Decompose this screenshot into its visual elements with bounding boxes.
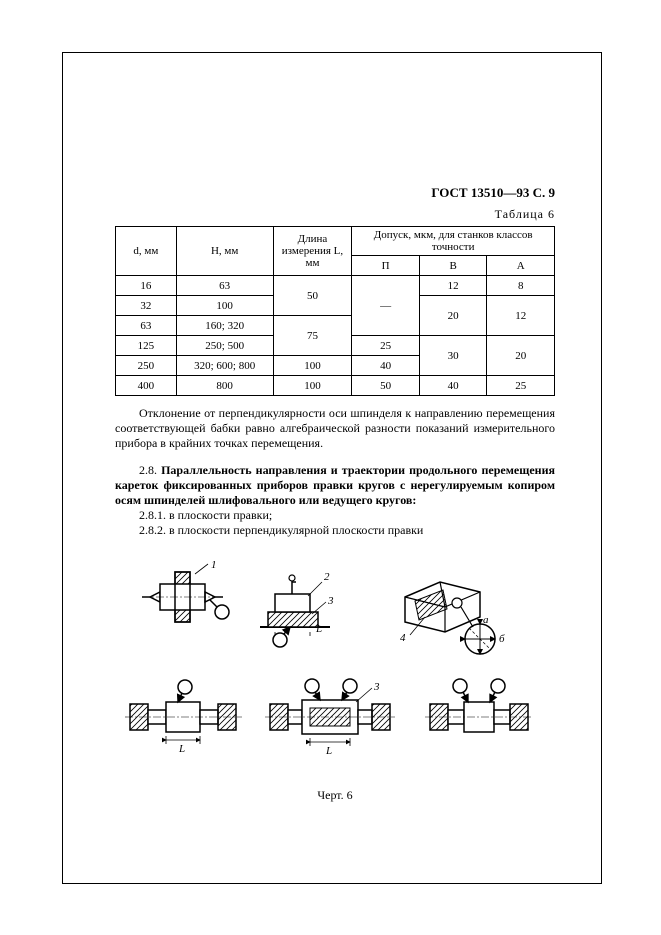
paragraph-perpendicularity: Отклонение от перпендикулярности оси шпи…: [115, 406, 555, 451]
label-b: б: [499, 633, 505, 645]
col-l-header: Длина измерения L, мм: [273, 227, 352, 276]
view-top-right: 4 а б: [400, 582, 505, 654]
view-bottom-left: L: [125, 680, 242, 755]
col-h-header: H, мм: [176, 227, 273, 276]
label-4: 4: [400, 632, 406, 644]
label-2: 2: [324, 571, 330, 583]
figure-caption: Черт. 6: [115, 788, 555, 803]
table-row: 400 800 100 50 40 25: [116, 376, 555, 396]
svg-text:3: 3: [373, 681, 380, 693]
section-2-8-2: 2.8.2. в плоскости перпендикулярной плос…: [115, 523, 555, 538]
drawing-svg: 1 2 3 L: [115, 552, 555, 782]
page-content: ГОСТ 13510—93 С. 9 Таблица 6 d, мм H, мм…: [115, 185, 555, 803]
svg-text:L: L: [325, 745, 332, 757]
col-v-header: В: [419, 256, 487, 276]
view-top-middle: 2 3 L: [260, 571, 334, 647]
view-bottom-right: [425, 679, 533, 732]
col-p-header: П: [352, 256, 420, 276]
table-caption: Таблица 6: [115, 207, 555, 222]
label-L: L: [315, 623, 322, 635]
technical-drawing: 1 2 3 L: [115, 552, 555, 803]
label-3: 3: [327, 595, 334, 607]
col-d-header: d, мм: [116, 227, 177, 276]
tolerance-table: d, мм H, мм Длина измерения L, мм Допуск…: [115, 226, 555, 396]
col-a-header: А: [487, 256, 555, 276]
label-1: 1: [211, 559, 217, 571]
document-header: ГОСТ 13510—93 С. 9: [115, 185, 555, 201]
svg-text:L: L: [178, 743, 185, 755]
section-2-8-1: 2.8.1. в плоскости правки;: [115, 508, 555, 523]
section-2-8: 2.8. Параллельность направления и траект…: [115, 463, 555, 508]
table-row: 16 63 50 — 12 8: [116, 276, 555, 296]
col-tol-header: Допуск, мкм, для станков классов точност…: [352, 227, 555, 256]
view-bottom-middle: 3 L: [265, 679, 395, 757]
label-a: а: [483, 614, 489, 626]
view-top-left: 1: [142, 559, 229, 622]
